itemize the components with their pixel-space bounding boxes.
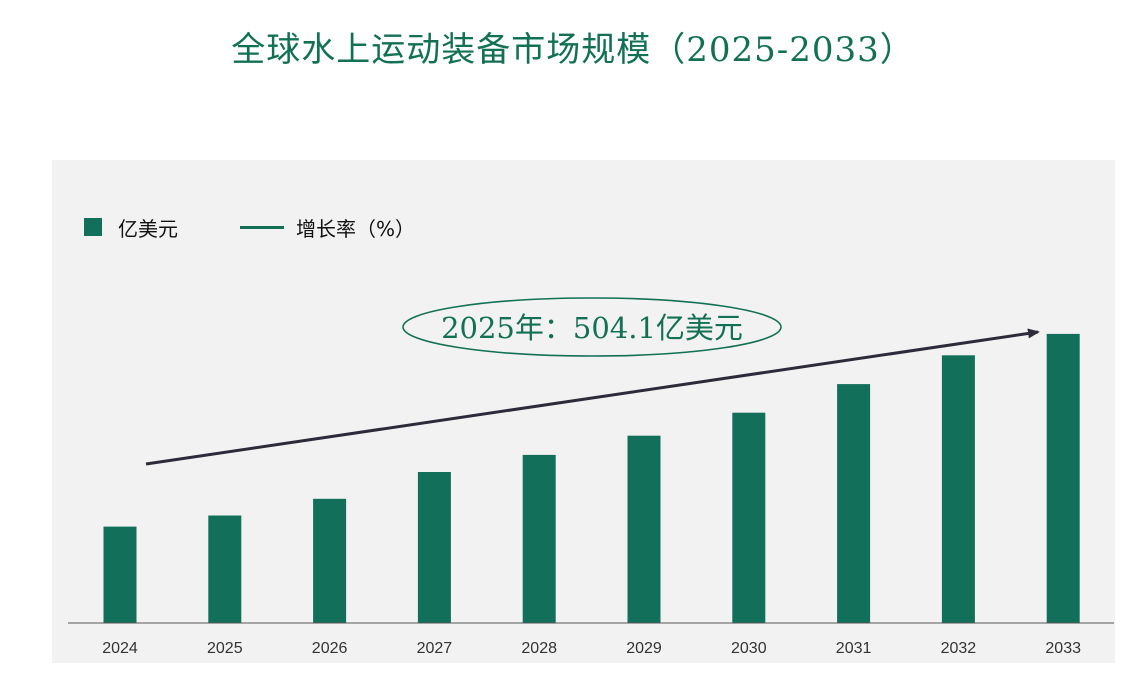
legend-bar-swatch (84, 218, 102, 236)
bar-2032 (941, 355, 975, 623)
annotation-text: 2025年：504.1亿美元 (441, 311, 743, 345)
x-tick-label-2032: 2032 (941, 640, 977, 657)
bar-2027 (417, 472, 451, 623)
x-tick-label-2028: 2028 (521, 640, 557, 657)
x-tick-label-2025: 2025 (207, 640, 243, 657)
x-tick-label-2026: 2026 (312, 640, 348, 657)
bar-2026 (313, 498, 347, 623)
legend-bar-label: 亿美元 (118, 216, 178, 241)
bar-2031 (837, 384, 871, 623)
bar-2025 (208, 515, 242, 623)
bar-2028 (522, 454, 556, 623)
bar-2030 (732, 412, 766, 623)
annotation-ellipse (402, 297, 782, 357)
x-tick-label-2033: 2033 (1045, 640, 1081, 657)
x-tick-label-2029: 2029 (626, 640, 662, 657)
legend: 亿美元 增长率（%） (84, 214, 416, 241)
chart-title: 全球水上运动装备市场规模（2025-2033） (231, 30, 915, 70)
x-tick-label-2030: 2030 (731, 640, 767, 657)
x-tick-label-2027: 2027 (417, 640, 453, 657)
x-tick-label-2024: 2024 (102, 640, 138, 657)
bar-2024 (103, 526, 137, 623)
x-tick-label-2031: 2031 (836, 640, 872, 657)
legend-line-swatch (240, 225, 284, 229)
legend-line-label: 增长率（%） (296, 216, 416, 241)
trend-arrow (145, 328, 1040, 466)
bar-2029 (627, 435, 661, 623)
bar-2033 (1046, 333, 1080, 623)
